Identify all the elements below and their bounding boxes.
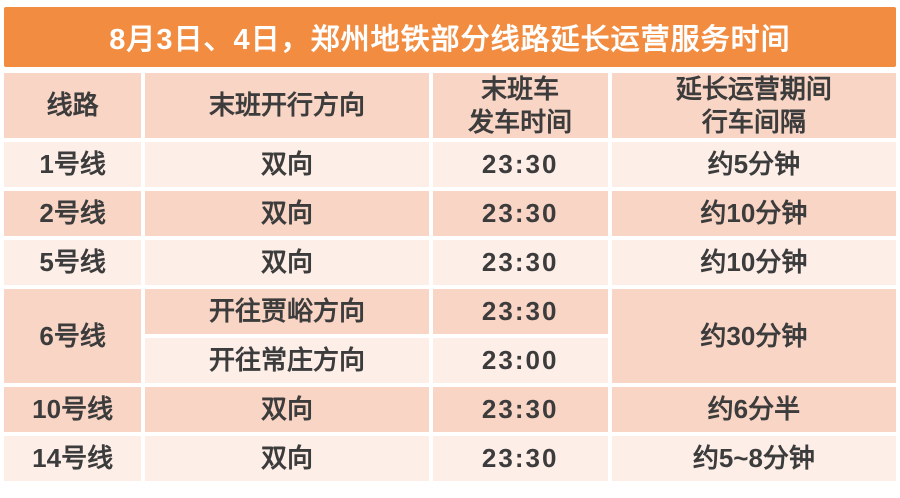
title-banner: 8月3日、4日，郑州地铁部分线路延长运营服务时间 — [4, 7, 896, 67]
direction-cell: 双向 — [145, 387, 429, 432]
line-cell: 10号线 — [4, 387, 142, 432]
line-cell: 14号线 — [4, 436, 142, 481]
line-cell: 5号线 — [4, 240, 142, 285]
time-cell: 23:30 — [432, 436, 608, 481]
page-title: 8月3日、4日，郑州地铁部分线路延长运营服务时间 — [109, 24, 791, 56]
direction-cell: 开往贾峪方向 — [145, 289, 429, 334]
time-cell: 23:00 — [432, 338, 608, 383]
table-row-line5: 5号线 双向 23:30 约10分钟 — [4, 240, 896, 285]
table-row-line2: 2号线 双向 23:30 约10分钟 — [4, 191, 896, 236]
interval-cell: 约10分钟 — [611, 191, 896, 236]
table-row-line1: 1号线 双向 23:30 约5分钟 — [4, 142, 896, 187]
time-cell: 23:30 — [432, 240, 608, 285]
direction-cell: 开往常庄方向 — [145, 338, 429, 383]
time-cell: 23:30 — [432, 191, 608, 236]
direction-cell: 双向 — [145, 240, 429, 285]
table-row-line6-changzhuang: 开往常庄方向 23:00 — [4, 338, 896, 383]
direction-cell: 双向 — [145, 436, 429, 481]
interval-cell-merged: 约30分钟 — [611, 289, 896, 383]
time-cell: 23:30 — [432, 142, 608, 187]
interval-cell: 约5~8分钟 — [611, 436, 896, 481]
interval-cell: 约6分半 — [611, 387, 896, 432]
table-row-line10: 10号线 双向 23:30 约6分半 — [4, 387, 896, 432]
table-row-line14: 14号线 双向 23:30 约5~8分钟 — [4, 436, 896, 481]
header-direction: 末班开行方向 — [145, 73, 429, 138]
time-cell: 23:30 — [432, 289, 608, 334]
line-cell-merged: 6号线 — [4, 289, 142, 383]
table-row-line6-jiayu: 6号线 开往贾峪方向 23:30 约30分钟 — [4, 289, 896, 383]
interval-cell: 约10分钟 — [611, 240, 896, 285]
header-interval: 延长运营期间 行车间隔 — [611, 73, 896, 138]
direction-cell: 双向 — [145, 142, 429, 187]
table-header-row: 线路 末班开行方向 末班车 发车时间 延长运营期间 行车间隔 — [4, 73, 896, 138]
header-line: 线路 — [4, 73, 142, 138]
metro-schedule-table: 线路 末班开行方向 末班车 发车时间 延长运营期间 行车间隔 1号线 双向 23… — [0, 69, 900, 485]
line-cell: 2号线 — [4, 191, 142, 236]
time-cell: 23:30 — [432, 387, 608, 432]
header-departure: 末班车 发车时间 — [432, 73, 608, 138]
line-cell: 1号线 — [4, 142, 142, 187]
interval-cell: 约5分钟 — [611, 142, 896, 187]
direction-cell: 双向 — [145, 191, 429, 236]
